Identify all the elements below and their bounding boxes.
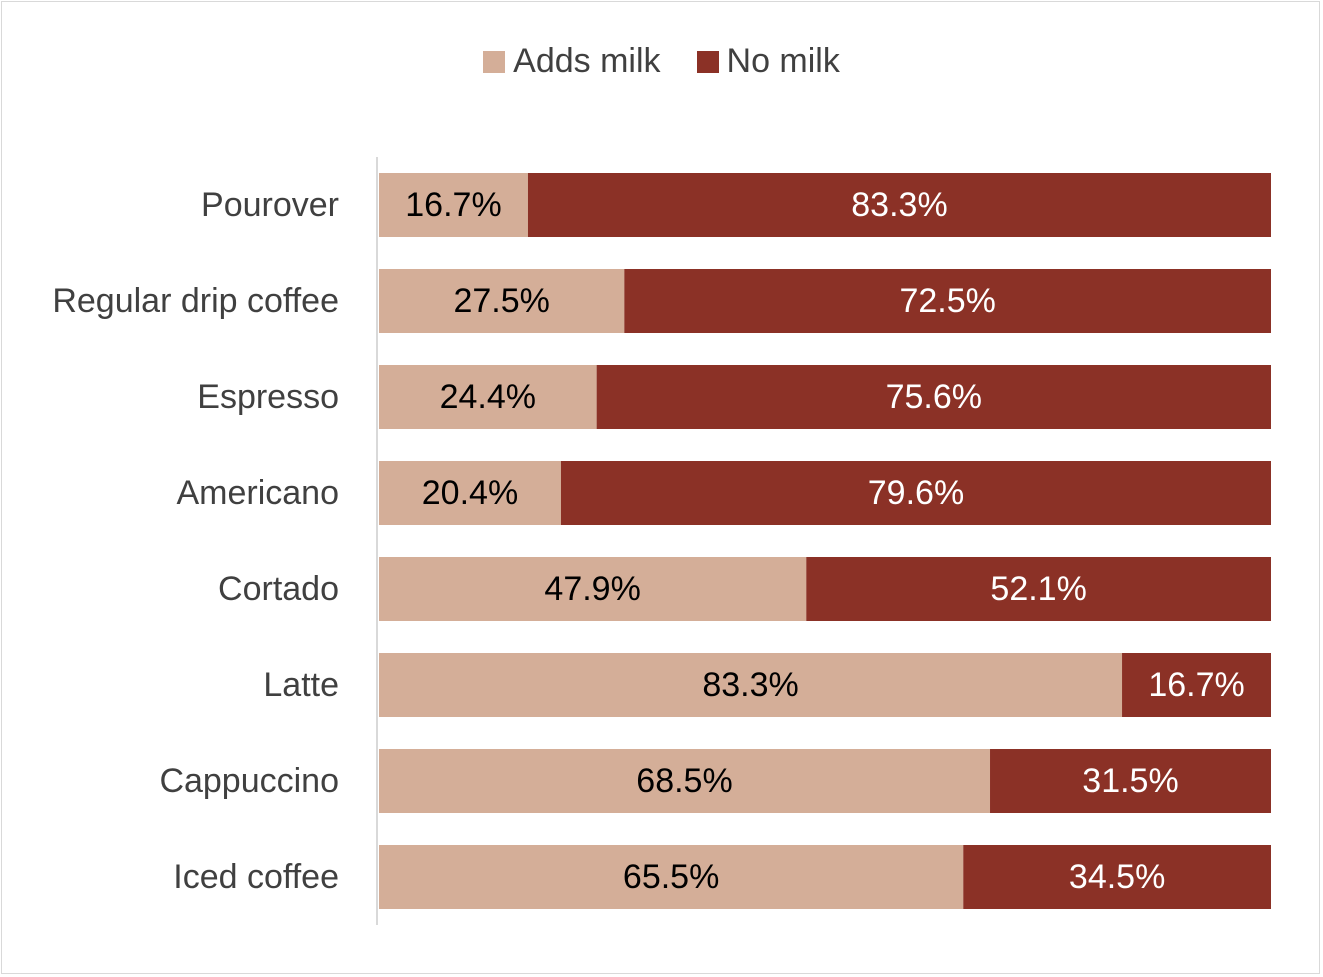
bar-adds-milk — [379, 653, 1123, 717]
data-label: 83.3% — [702, 666, 798, 704]
bar-no-milk — [527, 173, 1271, 237]
bar-adds-milk — [379, 365, 597, 429]
category-label: Espresso — [197, 378, 339, 416]
category-label: Pourover — [201, 186, 339, 224]
data-label: 34.5% — [1069, 858, 1165, 896]
bar-no-milk — [806, 557, 1271, 621]
bar-adds-milk — [379, 269, 625, 333]
bar-no-milk — [560, 461, 1271, 525]
data-label: 72.5% — [899, 282, 995, 320]
data-label: 65.5% — [623, 858, 719, 896]
data-label: 27.5% — [453, 282, 549, 320]
category-label: Americano — [176, 474, 339, 512]
bar-no-milk — [596, 365, 1271, 429]
legend-item-no-milk: No milk — [696, 42, 840, 81]
data-label: 47.9% — [544, 570, 640, 608]
legend: Adds milk No milk — [0, 42, 1323, 81]
data-label: 68.5% — [636, 762, 732, 800]
data-label: 24.4% — [440, 378, 536, 416]
data-label: 20.4% — [422, 474, 518, 512]
category-label: Cortado — [218, 570, 339, 608]
bar-no-milk — [963, 845, 1271, 909]
data-label: 52.1% — [990, 570, 1086, 608]
category-label: Iced coffee — [173, 858, 339, 896]
legend-label-adds-milk: Adds milk — [513, 42, 661, 80]
data-label: 16.7% — [405, 186, 501, 224]
data-label: 31.5% — [1082, 762, 1178, 800]
data-label: 83.3% — [851, 186, 947, 224]
category-label: Latte — [263, 666, 339, 704]
category-label: Cappuccino — [159, 762, 339, 800]
bar-no-milk — [1122, 653, 1271, 717]
category-label: Regular drip coffee — [52, 282, 339, 320]
bar-adds-milk — [379, 173, 528, 237]
legend-label-no-milk: No milk — [726, 42, 840, 80]
legend-item-adds-milk: Adds milk — [483, 42, 661, 81]
bar-adds-milk — [379, 461, 561, 525]
bar-adds-milk — [379, 845, 964, 909]
data-label: 75.6% — [886, 378, 982, 416]
data-label: 16.7% — [1148, 666, 1244, 704]
bar-no-milk — [990, 749, 1271, 813]
legend-swatch-no-milk — [696, 50, 719, 73]
bar-no-milk — [624, 269, 1271, 333]
bar-adds-milk — [379, 749, 991, 813]
bar-adds-milk — [379, 557, 807, 621]
legend-swatch-adds-milk — [483, 50, 506, 73]
data-label: 79.6% — [868, 474, 964, 512]
